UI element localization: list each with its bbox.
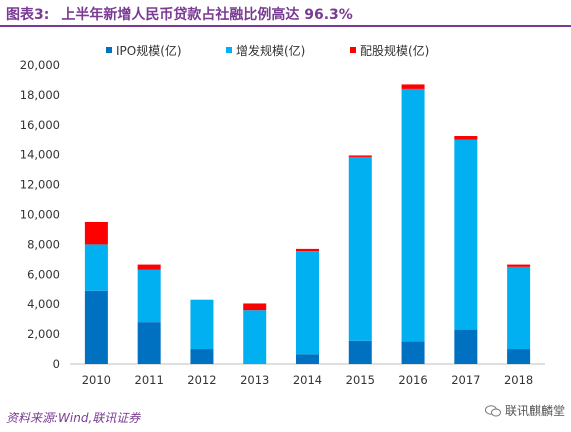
bar-2014-series-1 [296, 251, 319, 355]
legend-swatch-0 [106, 47, 112, 53]
y-tick-label: 0 [53, 357, 60, 371]
y-tick-label: 14,000 [20, 148, 60, 162]
bar-2018-series-0 [507, 349, 531, 364]
bar-2015-series-2 [348, 155, 372, 157]
bar-2015-series-1 [348, 156, 372, 341]
chart-title: 图表3: 上半年新增人民币贷款占社融比例高达 96.3% [6, 4, 353, 24]
bar-2012-series-0 [190, 349, 214, 364]
x-tick-label: 2015 [346, 373, 375, 387]
legend-label-1: 增发规模(亿) [236, 43, 305, 58]
legend-label-0: IPO规模(亿) [116, 43, 182, 58]
bar-2016-series-0 [401, 341, 425, 364]
title-rule [0, 25, 571, 27]
y-tick-label: 2,000 [27, 327, 60, 341]
bar-2018-series-1 [507, 266, 531, 350]
figure-title: 上半年新增人民币贷款占社融比例高达 96.3% [61, 7, 353, 23]
source-note: 资料来源:Wind,联讯证券 [6, 411, 141, 425]
bar-2017-series-2 [454, 136, 478, 140]
x-tick-label: 2013 [240, 373, 269, 387]
bar-2016-series-1 [401, 88, 425, 342]
y-tick-label: 6,000 [27, 267, 60, 281]
y-tick-label: 16,000 [20, 118, 60, 132]
x-tick-label: 2016 [398, 373, 427, 387]
bar-2011-series-0 [137, 322, 161, 364]
bar-2013-series-1 [243, 310, 267, 364]
bar-2012-series-1 [190, 299, 214, 350]
bar-2016-series-2 [401, 84, 425, 89]
x-tick-label: 2010 [82, 373, 111, 387]
y-tick-label: 10,000 [20, 208, 60, 222]
stacked-bar-chart: IPO规模(亿) 增发规模(亿) 配股规模(亿) 0 2,000 4,000 6,000 8,… [20, 43, 545, 387]
watermark-text: 联讯麒麟堂 [504, 404, 565, 418]
bar-2014-series-0 [296, 354, 319, 364]
legend-label-2: 配股规模(亿) [360, 43, 429, 58]
bar-2010-series-2 [84, 221, 108, 245]
bar-2017-series-0 [454, 329, 478, 364]
bar-2010-series-1 [84, 244, 108, 291]
x-tick-label: 2018 [504, 373, 533, 387]
bar-2013-series-2 [243, 303, 267, 311]
wechat-watermark: 联讯麒麟堂 [484, 402, 565, 419]
bar-2014-series-2 [296, 248, 319, 252]
x-tick-label: 2012 [187, 373, 216, 387]
y-tick-label: 18,000 [20, 88, 60, 102]
figure-label: 图表3: [6, 7, 50, 23]
x-tick-label: 2017 [451, 373, 480, 387]
bar-2011-series-2 [137, 264, 161, 270]
y-tick-label: 4,000 [27, 297, 60, 311]
bar-2015-series-0 [348, 340, 372, 364]
bar-2011-series-1 [137, 269, 161, 323]
x-tick-label: 2014 [293, 373, 322, 387]
bar-2010-series-0 [84, 290, 108, 364]
y-tick-label: 8,000 [27, 237, 60, 251]
y-tick-label: 12,000 [20, 178, 60, 192]
y-tick-label: 20,000 [20, 58, 60, 72]
wechat-icon [484, 405, 501, 417]
bar-2018-series-2 [507, 264, 531, 267]
bar-2017-series-1 [454, 139, 478, 330]
legend-swatch-1 [226, 47, 232, 53]
legend-swatch-2 [350, 47, 356, 53]
x-tick-label: 2011 [135, 373, 164, 387]
